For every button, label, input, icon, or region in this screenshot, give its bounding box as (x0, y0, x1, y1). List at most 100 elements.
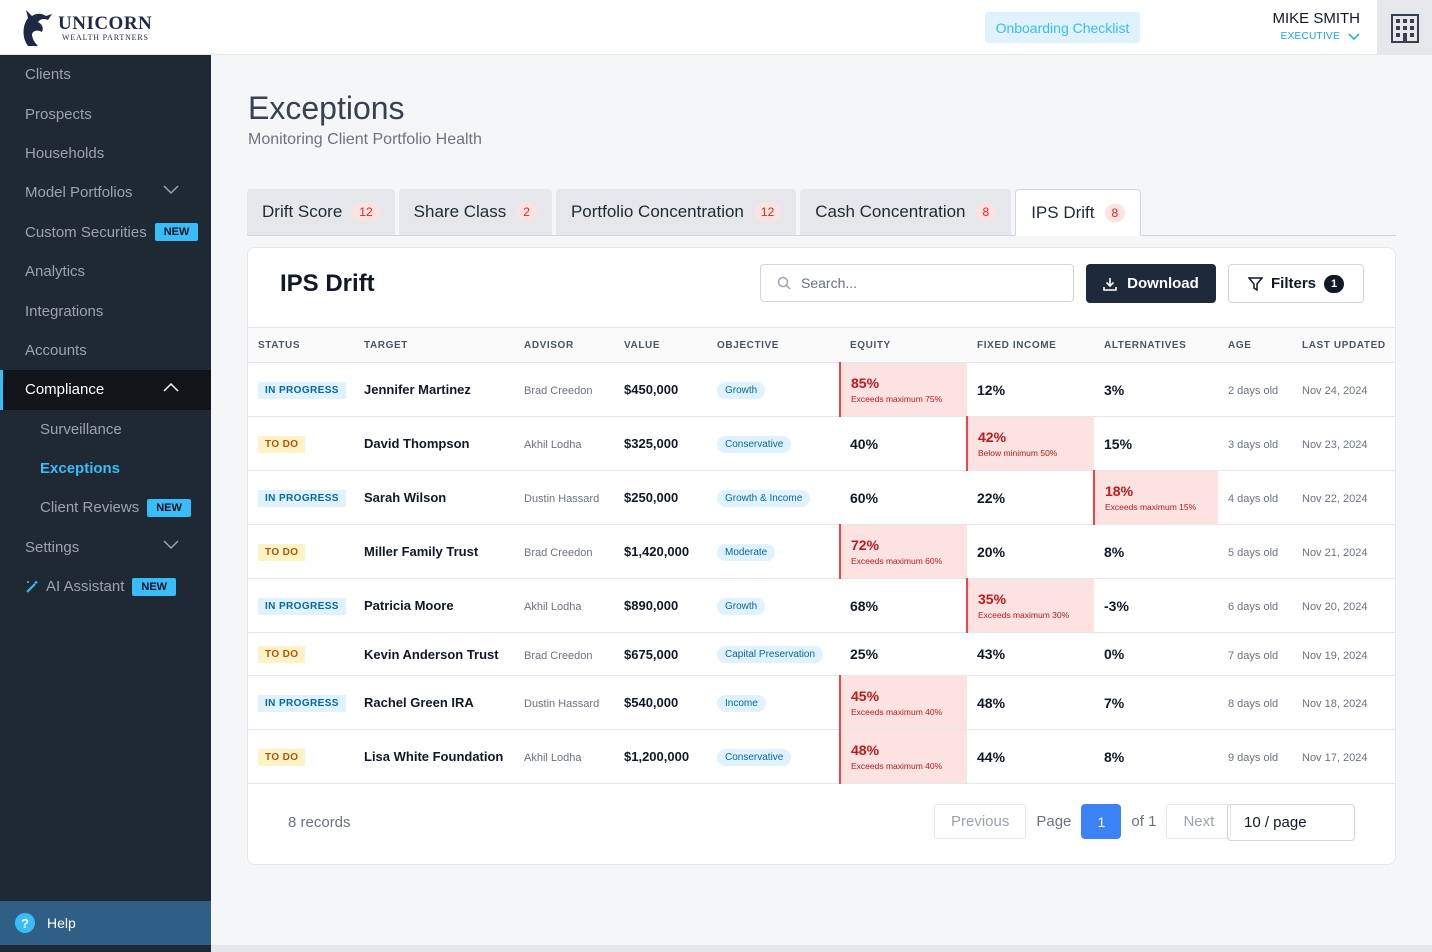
age-text: 8 days old (1228, 698, 1279, 710)
sidebar-item-surveillance[interactable]: Surveillance (0, 410, 211, 449)
age-text: 6 days old (1228, 601, 1279, 613)
column-header-status[interactable]: STATUS (248, 327, 354, 363)
sidebar-item-clients[interactable]: Clients (0, 55, 211, 94)
table-row[interactable]: IN PROGRESS Sarah Wilson Dustin Hassard $25… (248, 470, 1395, 525)
equity-cell: 68% (840, 578, 967, 633)
objective-cell: Growth & Income (707, 470, 840, 525)
alternatives-cell: 3% (1094, 362, 1218, 417)
age-cell: 3 days old (1218, 416, 1292, 471)
column-header-value[interactable]: VALUE (614, 327, 707, 363)
alternatives-value: -3% (1104, 597, 1129, 614)
table-row[interactable]: IN PROGRESS Rachel Green IRA Dustin Hassar… (248, 675, 1395, 730)
target-cell: Kevin Anderson Trust (354, 632, 514, 676)
download-button[interactable]: Download (1086, 264, 1216, 303)
sidebar-item-label: Analytics (25, 263, 86, 281)
equity-cell: 45% Exceeds maximum 40% (839, 675, 967, 730)
status-badge: IN PROGRESS (258, 489, 346, 507)
tab-count-badge: 12 (352, 203, 380, 221)
target-name[interactable]: Jennifer Martinez (364, 382, 471, 397)
tab-cash-concentration[interactable]: Cash Concentration 8 (800, 189, 1012, 235)
page-subtitle: Monitoring Client Portfolio Health (248, 131, 482, 148)
alternatives-cell: 18% Exceeds maximum 15% (1093, 470, 1218, 525)
page-size-select[interactable]: 10 / page (1227, 804, 1355, 841)
target-name[interactable]: Kevin Anderson Trust (364, 646, 499, 662)
last-updated-text: Nov 19, 2024 (1302, 649, 1368, 662)
objective-badge: Growth (717, 381, 766, 399)
alternatives-value: 8% (1104, 748, 1125, 765)
sidebar-item-client-reviews[interactable]: Client Reviews NEW (0, 488, 211, 527)
tab-portfolio-concentration[interactable]: Portfolio Concentration 12 (555, 189, 797, 235)
user-menu[interactable]: MIKE SMITH EXECUTIVE (1272, 10, 1360, 42)
filters-button[interactable]: Filters 1 (1228, 264, 1364, 303)
sidebar-item-analytics[interactable]: Analytics (0, 252, 211, 291)
table-row[interactable]: TO DO David Thompson Akhil Lodha $325,000 Co… (248, 416, 1395, 471)
current-page-button[interactable]: 1 (1081, 804, 1122, 839)
last-updated-text: Nov 17, 2024 (1302, 752, 1368, 764)
portfolio-value: $450,000 (624, 382, 679, 397)
target-name[interactable]: David Thompson (364, 436, 470, 451)
search-input[interactable] (801, 275, 1061, 291)
next-page-button[interactable]: Next (1166, 804, 1232, 839)
filters-count-badge: 1 (1324, 274, 1344, 293)
age-text: 7 days old (1228, 649, 1279, 662)
sidebar-item-settings[interactable]: Settings (0, 528, 211, 567)
status-cell: IN PROGRESS (248, 578, 354, 633)
alternatives-cell: 0% (1094, 632, 1218, 676)
table-row[interactable]: IN PROGRESS Jennifer Martinez Brad Creedon… (248, 362, 1395, 417)
target-name[interactable]: Rachel Green IRA (364, 695, 474, 710)
target-name[interactable]: Lisa White Foundation (364, 749, 504, 764)
ips-drift-table: STATUS TARGET ADVISOR VALUE OBJECTIVE EQ… (248, 327, 1395, 784)
column-header-advisor[interactable]: ADVISOR (514, 327, 614, 363)
value-cell: $325,000 (614, 416, 707, 471)
column-header-alternatives[interactable]: ALTERNATIVES (1094, 327, 1218, 363)
chevron-down-icon (163, 185, 179, 195)
table-header-row: STATUS TARGET ADVISOR VALUE OBJECTIVE EQ… (248, 327, 1395, 363)
sidebar-item-exceptions[interactable]: Exceptions (0, 449, 211, 488)
table-row[interactable]: TO DO Kevin Anderson Trust Brad Creedon $67… (248, 632, 1395, 676)
target-name[interactable]: Miller Family Trust (364, 544, 479, 559)
status-badge: IN PROGRESS (258, 597, 346, 615)
firm-switcher-button[interactable] (1377, 0, 1432, 55)
column-header-last-updated[interactable]: LAST UPDATED (1292, 327, 1395, 363)
age-cell: 5 days old (1218, 524, 1292, 579)
sidebar-item-model-portfolios[interactable]: Model Portfolios (0, 173, 211, 212)
alternatives-value: 15% (1104, 435, 1133, 452)
sidebar-item-compliance[interactable]: Compliance (0, 370, 211, 410)
fixed-income-value: 48% (977, 694, 1006, 711)
tab-drift-score[interactable]: Drift Score 12 (247, 189, 395, 235)
fixed-income-cell: 44% (967, 729, 1094, 784)
column-header-fixed-income[interactable]: FIXED INCOME (967, 327, 1094, 363)
column-header-age[interactable]: AGE (1218, 327, 1292, 363)
brand-logo[interactable]: UNICORN WEALTH PARTNERS (18, 8, 152, 48)
sidebar-item-accounts[interactable]: Accounts (0, 331, 211, 370)
table-row[interactable]: TO DO Lisa White Foundation Akhil Lodha $1,… (248, 729, 1395, 784)
sidebar-item-integrations[interactable]: Integrations (0, 291, 211, 330)
objective-cell: Capital Preservation (707, 632, 840, 676)
value-cell: $1,420,000 (614, 524, 707, 579)
table-row[interactable]: IN PROGRESS Patricia Moore Akhil Lodha $890… (248, 578, 1395, 633)
target-name[interactable]: Patricia Moore (364, 598, 454, 613)
tab-share-class[interactable]: Share Class 2 (398, 189, 552, 235)
help-button[interactable]: ? Help (0, 901, 211, 945)
column-header-target[interactable]: TARGET (354, 327, 514, 363)
tab-ips-drift[interactable]: IPS Drift 8 (1015, 189, 1142, 236)
sidebar-item-prospects[interactable]: Prospects (0, 94, 211, 133)
onboarding-checklist-button[interactable]: Onboarding Checklist (985, 12, 1140, 43)
age-cell: 8 days old (1218, 675, 1292, 730)
fixed-income-value: 44% (977, 748, 1006, 765)
sidebar-item-households[interactable]: Households (0, 134, 211, 173)
target-cell: Jennifer Martinez (354, 362, 514, 417)
age-text: 5 days old (1228, 547, 1279, 559)
value-cell: $1,200,000 (614, 729, 707, 784)
previous-page-button[interactable]: Previous (934, 804, 1027, 839)
target-name[interactable]: Sarah Wilson (364, 490, 447, 505)
brand-sub: WEALTH PARTNERS (62, 33, 149, 42)
objective-badge: Capital Preservation (717, 646, 824, 663)
sidebar-item-custom-securities[interactable]: Custom Securities NEW (0, 213, 211, 252)
column-header-equity[interactable]: EQUITY (840, 327, 967, 363)
tab-label: IPS Drift (1031, 202, 1095, 222)
sidebar-item-ai-assistant[interactable]: AI Assistant NEW (0, 567, 211, 606)
table-row[interactable]: TO DO Miller Family Trust Brad Creedon $1,4… (248, 524, 1395, 579)
column-header-objective[interactable]: OBJECTIVE (707, 327, 840, 363)
portfolio-value: $250,000 (624, 490, 679, 505)
